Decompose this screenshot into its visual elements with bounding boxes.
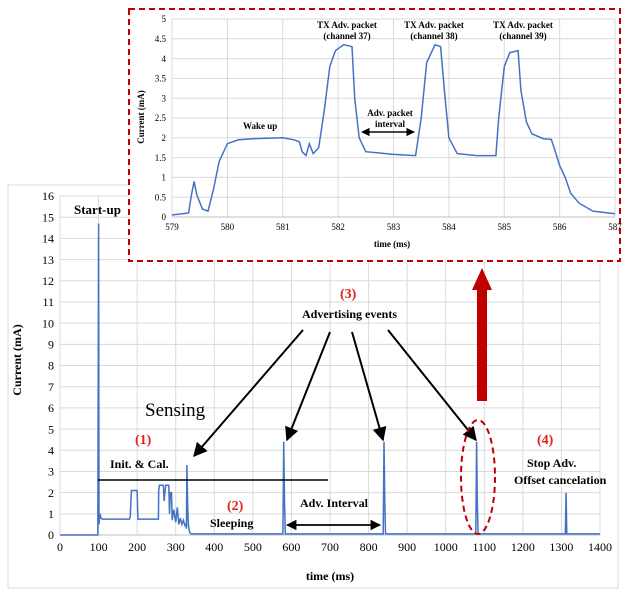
zoom-arrow-shaft [477, 290, 487, 401]
inset-y-tick-label: 3 [162, 93, 167, 103]
inset-y-tick-label: 1.5 [155, 153, 167, 163]
annotation-tx1-line2: (channel 37) [323, 31, 370, 41]
inset-y-tick-label: 3.5 [155, 74, 167, 84]
main-x-tick-label: 1100 [473, 540, 497, 554]
annotation-adv-packet-line2: interval [375, 119, 405, 129]
main-x-tick-label: 1400 [588, 540, 612, 554]
main-x-axis-label: time (ms) [306, 569, 354, 583]
inset-y-tick-label: 1 [162, 173, 167, 183]
main-y-tick-label: 16 [42, 189, 54, 203]
main-x-tick-labels: 0 100 200 300 400 500 600 700 800 900 1000 1100 1200… [57, 540, 612, 554]
annotation-tx2-line2: (channel 38) [410, 31, 457, 41]
annotation-tx1-line1: TX Adv. packet [317, 20, 377, 30]
annotation-tx2-line1: TX Adv. packet [404, 20, 464, 30]
arrow-to-adv-event-1 [285, 331, 331, 442]
inset-y-tick-label: 2 [162, 133, 167, 143]
main-x-tick-label: 1000 [434, 540, 458, 554]
inset-x-tick-label: 582 [331, 222, 345, 232]
annotation-offset-cancel: Offset cancelation [514, 473, 607, 487]
annotation-stop-adv: Stop Adv. [527, 456, 576, 470]
inset-x-tick-label: 586 [553, 222, 567, 232]
inset-y-tick-label: 2.5 [155, 113, 167, 123]
inset-y-tick-label: 4.5 [155, 34, 167, 44]
annotation-tx3-line1: TX Adv. packet [493, 20, 553, 30]
main-y-tick-label: 11 [42, 295, 54, 309]
main-y-axis-label: Current (mA) [10, 324, 24, 395]
main-y-tick-label: 9 [48, 338, 54, 352]
main-x-tick-label: 500 [244, 540, 262, 554]
annotation-tx3-line2: (channel 39) [499, 31, 546, 41]
main-y-tick-label: 15 [42, 210, 54, 224]
main-y-tick-label: 8 [48, 359, 54, 373]
main-y-tick-label: 14 [42, 232, 54, 246]
annotation-adv-events: Advertising events [302, 307, 397, 321]
zoom-arrow [472, 268, 492, 401]
inset-x-tick-label: 587 [608, 222, 622, 232]
zoom-arrow-head [472, 268, 492, 290]
inset-y-tick-label: 5 [162, 14, 167, 24]
main-y-tick-label: 3 [48, 465, 54, 479]
inset-y-tick-label: 0 [162, 212, 167, 222]
inset-current-series [171, 43, 616, 216]
inset-x-tick-label: 584 [442, 222, 456, 232]
main-y-tick-label: 5 [48, 422, 54, 436]
main-x-tick-label: 1200 [511, 540, 535, 554]
annotation-wake-up: Wake up [243, 121, 277, 131]
annotation-num-1: (1) [135, 433, 152, 448]
main-y-tick-label: 0 [48, 528, 54, 542]
inset-y-axis-label: Current (mA) [136, 90, 146, 144]
annotation-sensing: Sensing [145, 400, 206, 421]
highlight-ellipse [460, 419, 496, 535]
main-current-series [60, 223, 600, 536]
inset-x-tick-label: 580 [221, 222, 235, 232]
inset-y-tick-labels: 0 0.5 1 1.5 2 2.5 3 3.5 4 4.5 5 [155, 14, 167, 222]
main-y-tick-label: 13 [42, 253, 54, 267]
annotation-sleeping: Sleeping [210, 516, 253, 530]
inset-x-axis-label: time (ms) [374, 239, 410, 249]
inset-y-tick-label: 0.5 [155, 192, 167, 202]
annotation-startup: Start-up [74, 202, 121, 217]
arrow-to-adv-event-2 [351, 331, 387, 442]
main-x-tick-label: 900 [398, 540, 416, 554]
main-y-tick-label: 12 [42, 274, 54, 288]
main-x-tick-label: 700 [321, 540, 339, 554]
inset-frame [128, 8, 621, 262]
main-x-tick-label: 100 [90, 540, 108, 554]
main-y-tick-label: 2 [48, 486, 54, 500]
arrow-to-adv-event-3 [387, 329, 477, 442]
inset-x-tick-label: 581 [276, 222, 290, 232]
main-x-tick-label: 0 [57, 540, 63, 554]
main-y-tick-label: 4 [48, 443, 54, 457]
arrow-to-sensing-peak [193, 329, 304, 458]
annotation-adv-packet-line1: Adv. packet [367, 108, 413, 118]
main-x-tick-label: 600 [282, 540, 300, 554]
inset-x-tick-label: 583 [387, 222, 401, 232]
annotation-num-3: (3) [340, 287, 357, 302]
main-y-tick-label: 6 [48, 401, 54, 415]
main-y-tick-label: 7 [48, 380, 54, 394]
inset-y-tick-label: 4 [162, 54, 167, 64]
inset-x-tick-labels: 579 580 581 582 583 584 585 586 587 [165, 222, 622, 232]
main-y-tick-label: 10 [42, 316, 54, 330]
inset-chart: 0 0.5 1 1.5 2 2.5 3 3.5 4 4.5 5 579 580 581 582 583 584… [128, 8, 622, 262]
inset-x-tick-label: 579 [165, 222, 179, 232]
annotation-adv-interval: Adv. Interval [300, 496, 369, 510]
annotation-init-cal: Init. & Cal. [110, 457, 169, 471]
main-x-tick-label: 400 [205, 540, 223, 554]
main-x-tick-label: 1300 [549, 540, 573, 554]
annotation-num-2: (2) [227, 499, 244, 514]
main-y-tick-label: 1 [48, 507, 54, 521]
main-x-tick-label: 800 [360, 540, 378, 554]
annotation-num-4: (4) [537, 433, 554, 448]
inset-x-tick-label: 585 [498, 222, 512, 232]
main-x-tick-label: 300 [167, 540, 185, 554]
main-x-tick-label: 200 [128, 540, 146, 554]
